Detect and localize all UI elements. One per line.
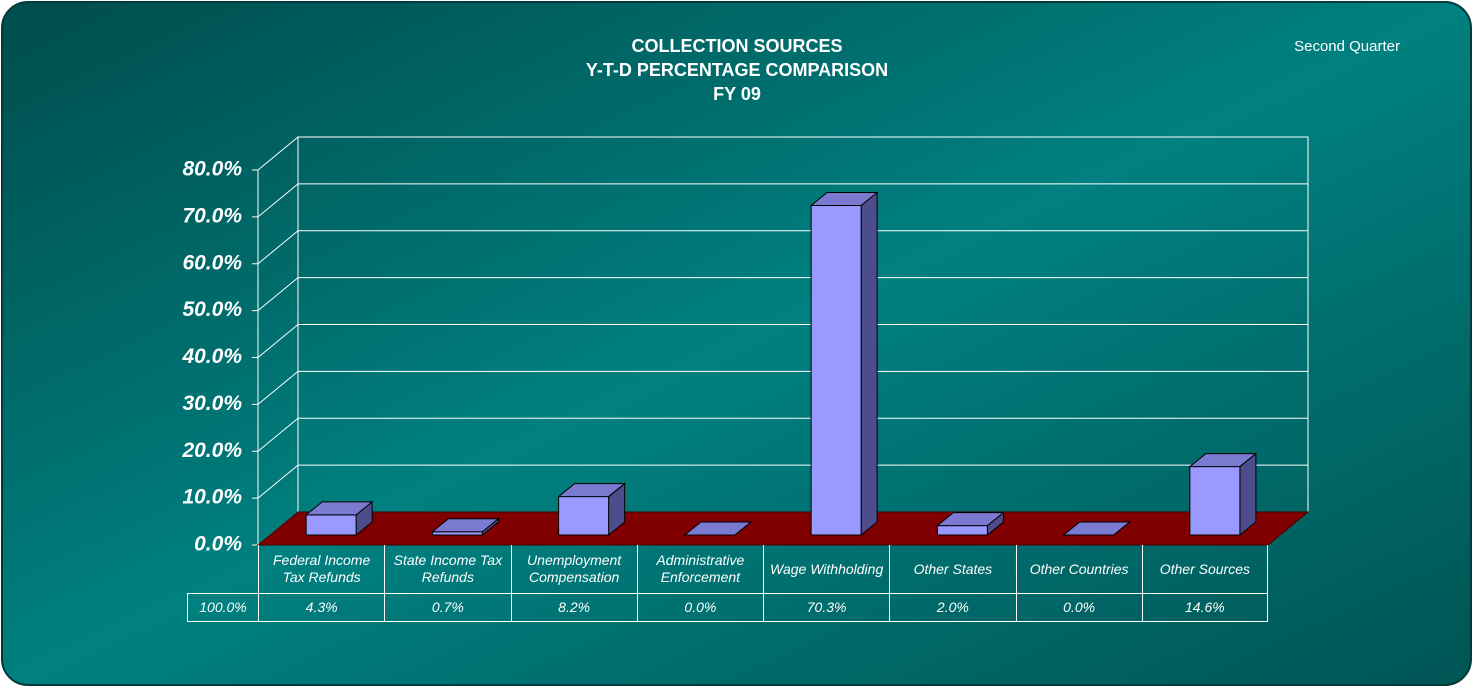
y-tick-label: 0.0% [194,533,242,556]
category-label: Wage Withholding [763,545,889,593]
category-label: Other Countries [1015,545,1142,593]
category-label: Federal Income Tax Refunds [258,545,384,593]
y-tick-label: 70.0% [182,204,242,227]
category-label: Administrative Enforcement [636,545,763,593]
y-tick-label: 80.0% [182,158,242,181]
chart-title: Y-T-D PERCENTAGE COMPARISON [586,60,888,80]
category-label: State Income Tax Refunds [384,545,510,593]
y-tick-label: 40.0% [181,345,242,368]
grid-line [257,277,299,312]
value-label: 8.2% [510,593,637,622]
bar-top [683,521,753,536]
y-tick-label: 20.0% [181,439,242,462]
floor [256,511,1310,546]
chart-title: FY 09 [713,84,761,104]
bar-top [304,501,374,516]
grid-line [257,183,299,218]
bar-top [1188,453,1258,468]
bar [936,525,988,536]
y-tick-label: 30.0% [182,392,242,415]
grid-line [257,230,299,265]
grid-line [257,324,299,358]
bar-top [809,191,879,206]
grid-line [257,464,299,499]
y-tick-label: 60.0% [182,251,242,274]
value-label: 2.0% [889,593,1016,622]
value-label: 14.6% [1141,593,1268,622]
bar [810,204,862,536]
category-label: Other States [889,545,1015,593]
bar-top [935,512,1005,527]
annotation: Second Quarter [1294,38,1400,55]
bar-top [557,483,627,498]
category-label: Unemployment Compensation [510,545,637,593]
bar-side [860,191,878,537]
value-label: 0.0% [636,593,763,622]
bar-top [1062,521,1132,536]
y-tick-label: 10.0% [182,486,242,509]
grid-line [257,136,299,171]
grid-line [257,370,299,405]
category-label: Other Sources [1141,545,1268,593]
bar-side [1239,452,1257,537]
y-tick-label: 50.0% [182,298,242,321]
bar [1189,466,1241,536]
grid-line [257,417,299,452]
value-label: 0.0% [1015,593,1142,622]
table-total: 100.0% [187,593,258,622]
chart-title: COLLECTION SOURCES [631,36,842,56]
bar [305,514,357,536]
value-label: 0.7% [384,593,511,622]
bar [558,496,610,536]
bar-top [430,518,500,533]
value-label: 4.3% [258,593,385,622]
value-label: 70.3% [763,593,890,622]
